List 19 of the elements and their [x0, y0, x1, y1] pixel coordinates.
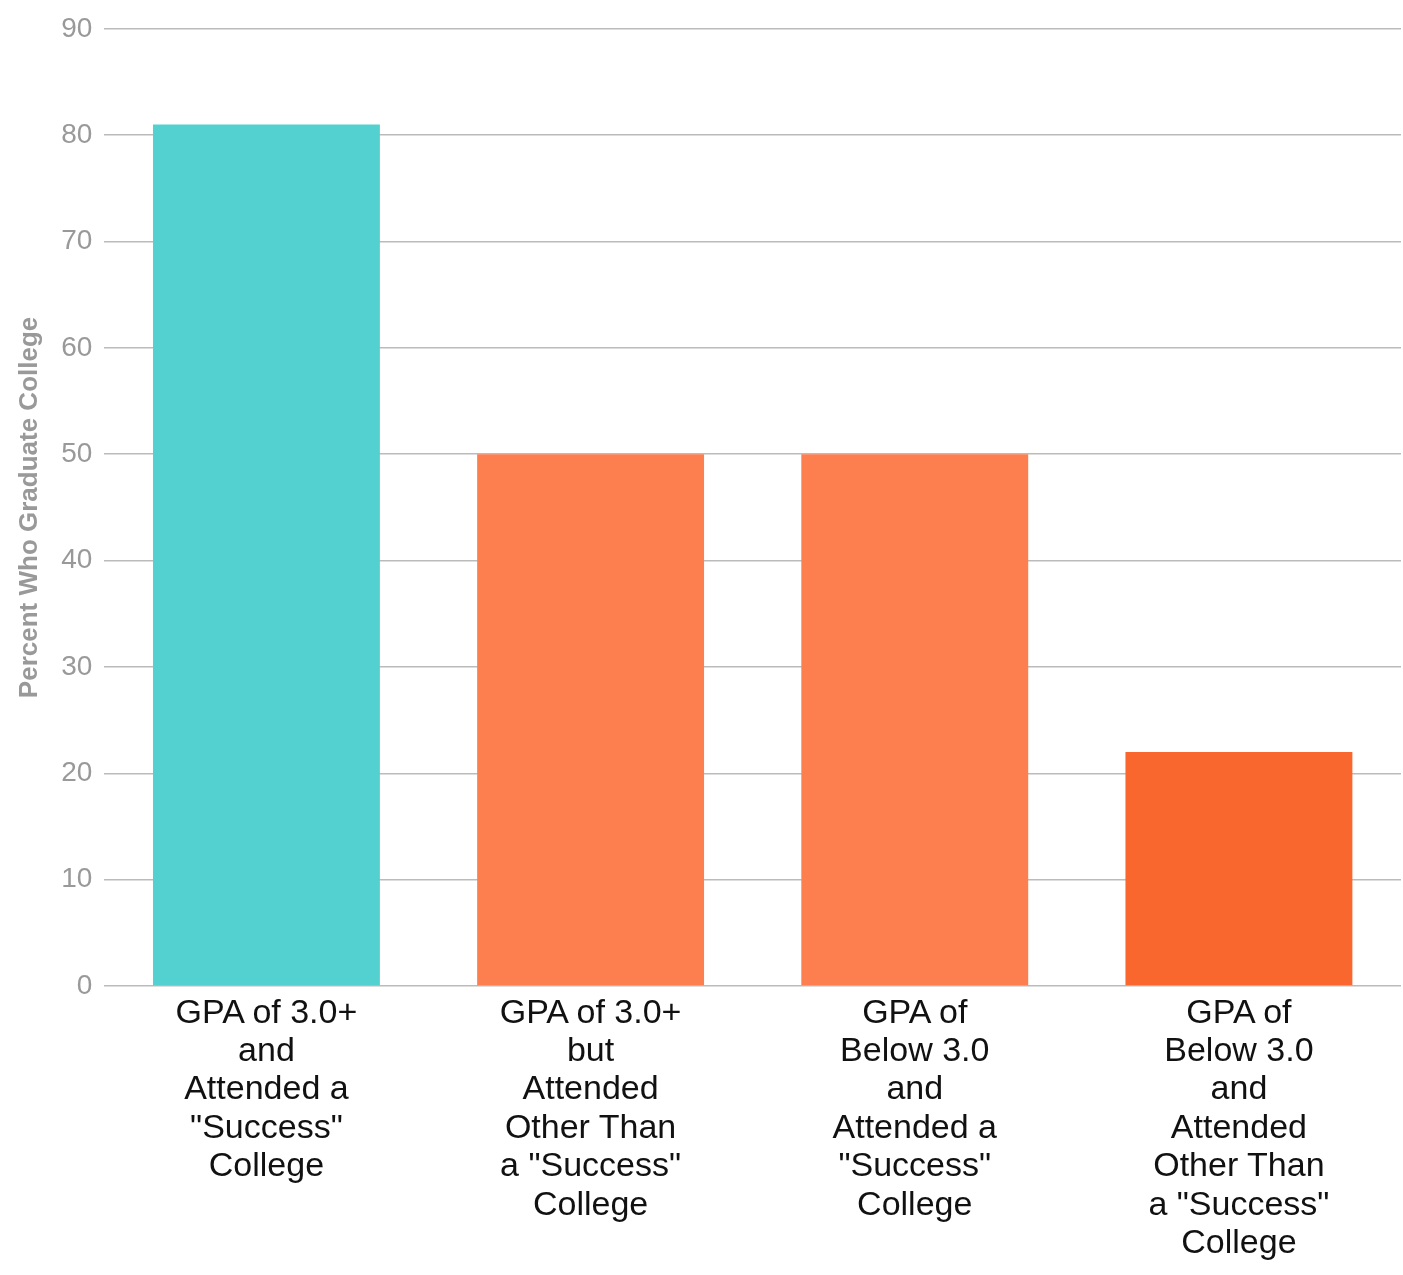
bar: [1125, 752, 1353, 986]
y-axis-title: Percent Who Graduate College: [12, 316, 43, 699]
y-tick-label: 0: [76, 968, 93, 1000]
y-tick-label: 10: [61, 862, 93, 894]
y-tick-label: 70: [61, 224, 93, 256]
y-tick-label: 30: [61, 649, 93, 681]
bar: [477, 454, 705, 986]
y-tick-label: 80: [61, 117, 93, 149]
x-tick-label: GPA of 3.0+ but Attended Other Than a "Success" College: [499, 991, 682, 1222]
x-tick-label: GPA of 3.0+ and Attended a "Success" College: [175, 991, 358, 1184]
y-tick-label: 60: [61, 330, 93, 362]
y-tick-label: 50: [61, 436, 93, 468]
x-tick-label: GPA of Below 3.0 and Attended a "Success" College: [832, 991, 998, 1222]
bar: [152, 124, 380, 986]
y-tick-label: 20: [61, 756, 93, 788]
x-tick-label: GPA of Below 3.0 and Attended Other Than a "Success" College: [1148, 991, 1330, 1261]
y-tick-label: 90: [61, 11, 93, 43]
bar: [801, 454, 1029, 986]
y-tick-label: 40: [61, 543, 93, 575]
